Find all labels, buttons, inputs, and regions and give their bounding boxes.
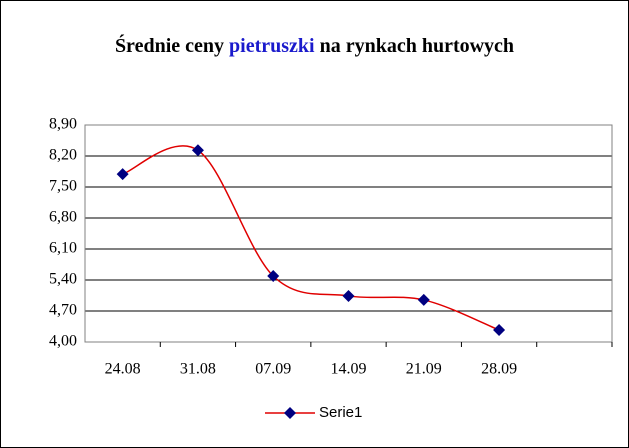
x-tick-label: 21.09 [406,361,442,378]
marker [342,289,355,302]
x-tick-label: 31.08 [180,361,216,378]
marker [267,270,280,283]
y-tick-label: 8,20 [49,147,77,164]
chart-title: Średnie ceny pietruszki na rynkach hurto… [100,30,529,62]
y-tick-label: 6,80 [49,209,77,226]
series-line [122,145,500,331]
y-tick-label: 5,40 [49,271,77,288]
x-tick-label: 07.09 [255,361,291,378]
x-tick-label: 14.09 [331,361,367,378]
y-tick-label: 7,50 [49,178,77,195]
y-tick-label: 4,70 [49,302,77,319]
x-tick-label: 28.09 [481,361,517,378]
legend-label: Serie1 [319,404,362,421]
marker [191,144,204,157]
marker [417,293,430,306]
title-part: na rynkach hurtowych [319,35,515,57]
title-part: Średnie ceny [114,35,225,57]
marker [493,324,506,337]
y-tick-label: 4,00 [49,333,77,350]
y-tick-label: 6,10 [49,240,77,257]
x-tick-label: 24.08 [105,361,141,378]
plot-area [84,124,613,343]
y-tick-label: 8,90 [49,116,77,133]
legend-marker [284,407,296,419]
title-highlight: pietruszki [229,35,315,57]
marker [116,168,129,181]
